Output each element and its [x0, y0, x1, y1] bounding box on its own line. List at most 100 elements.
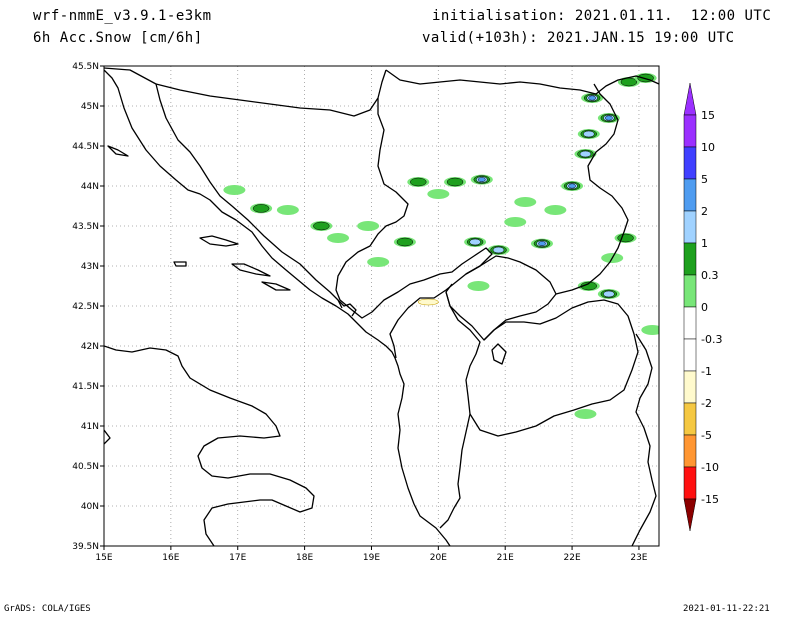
danube-border	[385, 69, 659, 95]
legend-top-arrow	[683, 82, 697, 116]
lat-label: 43N	[81, 262, 99, 272]
legend-swatch-8	[683, 370, 697, 404]
snow-area-20	[603, 290, 615, 298]
lon-label: 17E	[229, 553, 246, 563]
lon-label: 21E	[497, 553, 514, 563]
lat-label: 45.5N	[72, 62, 99, 72]
island-3	[261, 281, 291, 291]
snow-area-25	[467, 281, 490, 291]
legend-label: -10	[701, 461, 719, 474]
legend-label: 0	[701, 301, 708, 314]
lon-label: 20E	[430, 553, 447, 563]
snow-area-28	[641, 325, 659, 335]
legend-label: 0.3	[701, 269, 719, 282]
legend-label: 15	[701, 109, 715, 122]
snow-area-11	[538, 241, 546, 247]
negative-area-0	[418, 298, 439, 306]
kotor-bay	[337, 299, 357, 317]
snow-area-9	[469, 238, 481, 246]
italy-coastline	[104, 345, 315, 546]
legend-swatch-11	[683, 466, 697, 500]
lat-label: 45N	[81, 102, 99, 112]
legend-swatch-9	[683, 402, 697, 436]
island-2	[231, 263, 271, 277]
lon-label: 16E	[162, 553, 179, 563]
snow-area-21	[580, 281, 598, 291]
lake-ohrid	[491, 343, 507, 365]
legend-swatch-2	[683, 178, 697, 212]
lon-label: 19E	[363, 553, 380, 563]
lat-label: 39.5N	[72, 542, 99, 552]
footer-credit: GrADS: COLA/IGES	[4, 604, 91, 614]
snow-area-4	[276, 205, 299, 215]
legend-label: -5	[701, 429, 712, 442]
snow-map: 15E 16E 17E 18E 19E 20E 21E 22E 23E 45.5N 45N 44.5N…	[72, 62, 722, 563]
snow-fill-layer	[223, 73, 659, 419]
island-5	[107, 145, 129, 157]
snow-area-0	[410, 177, 427, 187]
lat-label: 41N	[81, 422, 99, 432]
lat-label: 40N	[81, 502, 99, 512]
italy-heel	[104, 429, 111, 445]
legend-swatch-0	[683, 114, 697, 148]
legend-label: -2	[701, 397, 712, 410]
snow-area-31	[357, 221, 380, 231]
legend-swatch-1	[683, 146, 697, 180]
snow-area-6	[327, 233, 350, 243]
legend-label: -0.3	[701, 333, 722, 346]
snow-area-27	[514, 197, 537, 207]
snow-area-10	[492, 246, 505, 254]
drina-border	[335, 98, 409, 301]
legend-swatch-5	[683, 274, 697, 308]
lat-label: 42.5N	[72, 302, 99, 312]
snow-area-8	[223, 185, 246, 195]
snow-area-12	[504, 217, 527, 227]
snow-area-26	[367, 257, 390, 267]
lon-label: 22E	[564, 553, 581, 563]
snow-area-14	[579, 150, 592, 158]
country-borders	[104, 67, 659, 546]
island-4	[173, 261, 187, 267]
axis-labels: 15E 16E 17E 18E 19E 20E 21E 22E 23E 45.5N 45N 44.5N…	[72, 62, 648, 563]
legend-bottom-arrow	[683, 498, 697, 532]
legend-swatch-6	[683, 306, 697, 340]
field-title: 6h Acc.Snow [cm/6h]	[33, 30, 203, 46]
legend-label: -1	[701, 365, 712, 378]
legend-label: 1	[701, 237, 708, 250]
lat-label: 44N	[81, 182, 99, 192]
snow-area-7	[252, 204, 270, 213]
legend-label: 5	[701, 173, 708, 186]
footer-timestamp: 2021-01-11-22:21	[683, 604, 770, 614]
greece-border	[631, 333, 657, 546]
adriatic-coastline	[104, 69, 451, 546]
snow-area-29	[574, 409, 597, 419]
lat-label: 44.5N	[72, 142, 99, 152]
montenegro-border	[339, 247, 493, 359]
island-1	[199, 235, 239, 247]
snow-area-23	[617, 233, 634, 243]
albania-border	[439, 291, 481, 529]
legend-label: -15	[701, 493, 719, 506]
macedonia-border	[469, 299, 639, 437]
legend-swatch-4	[683, 242, 697, 276]
legend-swatch-3	[683, 210, 697, 244]
snow-area-13	[568, 183, 576, 189]
lat-label: 40.5N	[72, 462, 99, 472]
legend-label: 10	[701, 141, 715, 154]
legend-swatch-10	[683, 434, 697, 468]
lat-label: 43.5N	[72, 222, 99, 232]
serbia-bulgaria-border	[555, 83, 629, 295]
snow-area-30	[396, 237, 414, 247]
lon-label: 15E	[95, 553, 112, 563]
lon-label: 23E	[630, 553, 647, 563]
snow-area-1	[446, 177, 464, 187]
snow-area-24	[544, 205, 567, 215]
legend-swatch-7	[683, 338, 697, 372]
axis-ticks	[100, 65, 640, 550]
valid-time: valid(+103h): 2021.JAN.15 19:00 UTC	[422, 30, 735, 46]
snow-area-5	[313, 221, 330, 231]
legend-label: 2	[701, 205, 708, 218]
snow-area-3	[427, 189, 450, 199]
map-grid	[104, 66, 659, 546]
lat-label: 42N	[81, 342, 99, 352]
